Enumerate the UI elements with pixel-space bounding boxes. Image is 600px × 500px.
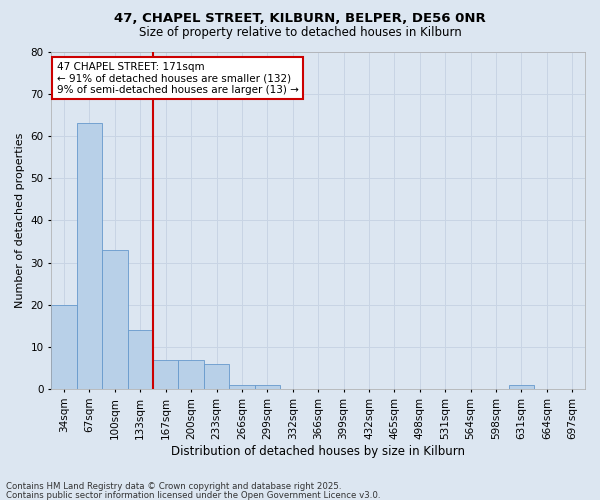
Bar [229,385,254,389]
Bar [52,305,77,389]
Bar [178,360,204,389]
Y-axis label: Number of detached properties: Number of detached properties [15,132,25,308]
Text: 47 CHAPEL STREET: 171sqm
← 91% of detached houses are smaller (132)
9% of semi-d: 47 CHAPEL STREET: 171sqm ← 91% of detach… [56,62,299,95]
Bar [254,385,280,389]
Bar [77,124,102,389]
Bar [509,385,534,389]
Text: Contains public sector information licensed under the Open Government Licence v3: Contains public sector information licen… [6,490,380,500]
Bar [128,330,153,389]
Bar [102,250,128,389]
Text: Size of property relative to detached houses in Kilburn: Size of property relative to detached ho… [139,26,461,39]
Text: Contains HM Land Registry data © Crown copyright and database right 2025.: Contains HM Land Registry data © Crown c… [6,482,341,491]
Bar [153,360,178,389]
X-axis label: Distribution of detached houses by size in Kilburn: Distribution of detached houses by size … [171,444,465,458]
Bar [204,364,229,389]
Text: 47, CHAPEL STREET, KILBURN, BELPER, DE56 0NR: 47, CHAPEL STREET, KILBURN, BELPER, DE56… [114,12,486,26]
